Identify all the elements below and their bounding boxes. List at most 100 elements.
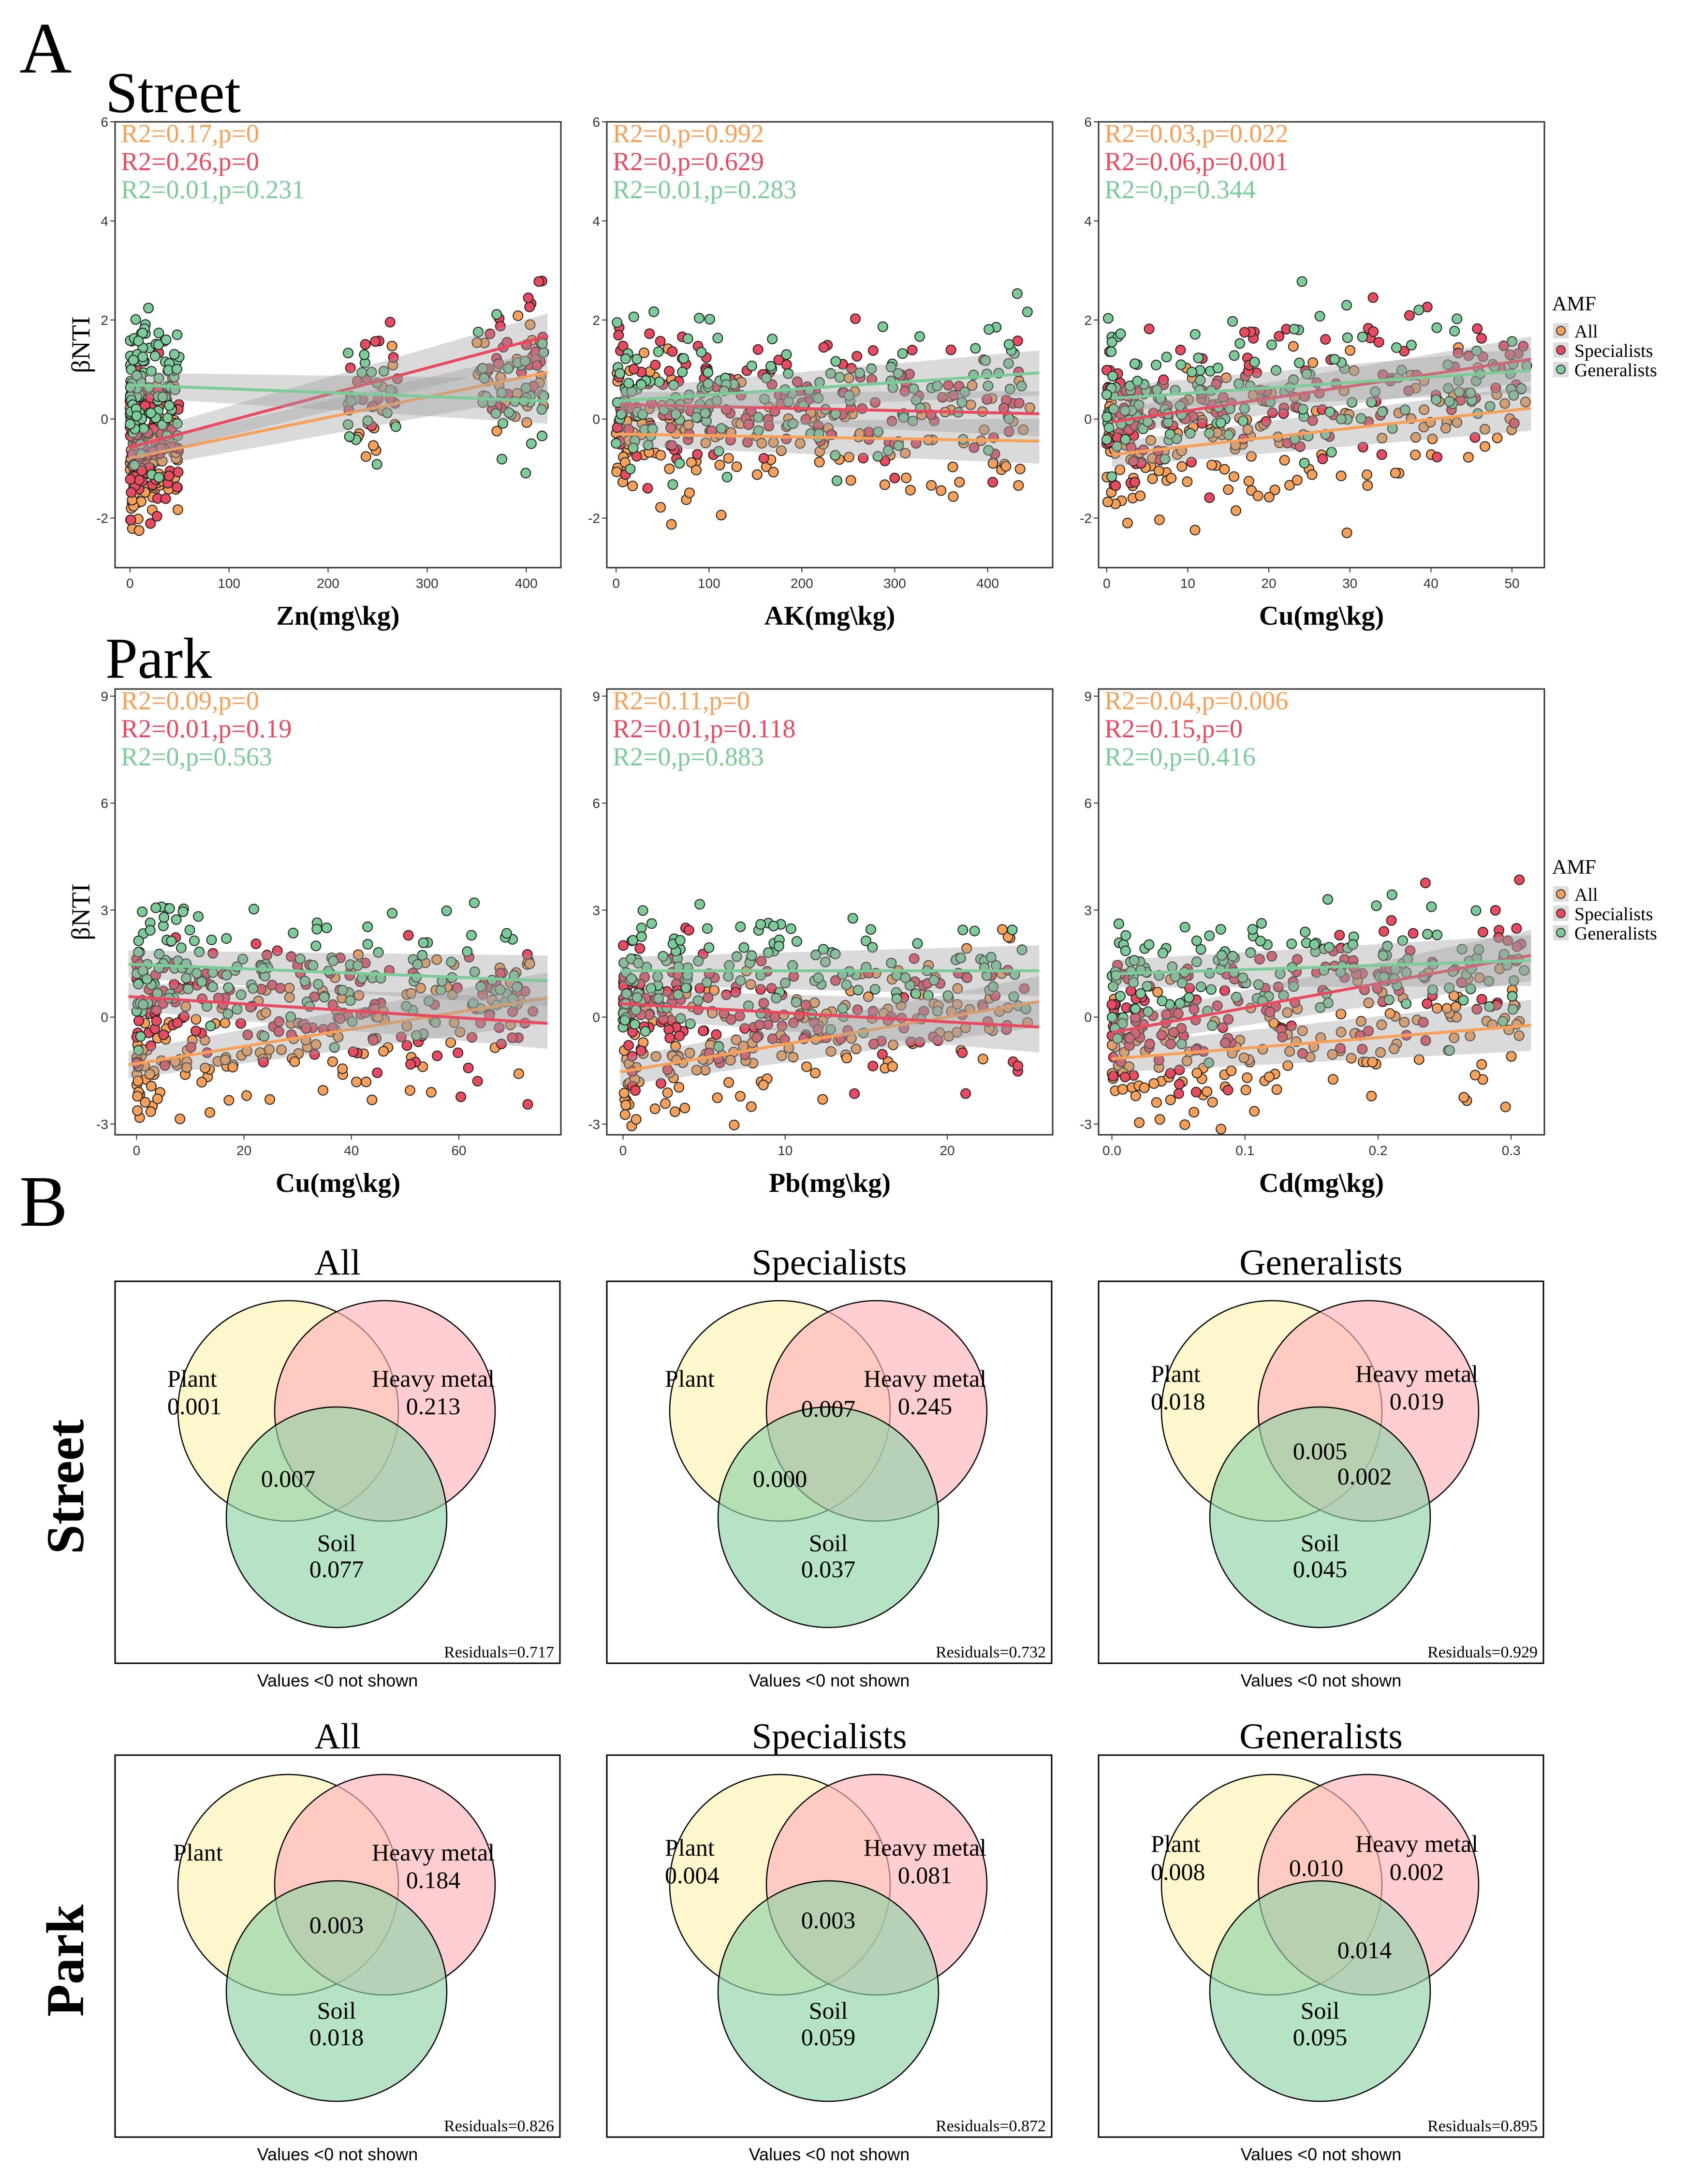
scatter-point-specialists bbox=[1490, 382, 1501, 394]
scatter-point-generalists bbox=[1115, 328, 1126, 339]
scatter-point-generalists bbox=[1369, 386, 1380, 397]
venn-value-plant: 0.008 bbox=[1151, 1858, 1205, 1885]
scatter-point-specialists bbox=[886, 416, 897, 426]
x-tick-label: 20 bbox=[1261, 576, 1276, 591]
scatter-point-generalists bbox=[343, 348, 354, 359]
scatter-point-all bbox=[810, 1068, 821, 1079]
scatter-point-generalists bbox=[153, 373, 164, 384]
plot-marks bbox=[617, 899, 1040, 1131]
scatter-point-generalists bbox=[759, 394, 770, 405]
scatter-point-specialists bbox=[533, 276, 544, 287]
scatter-point-specialists bbox=[846, 363, 857, 374]
scatter-point-specialists bbox=[169, 979, 179, 990]
scatter-point-all bbox=[1513, 1030, 1525, 1041]
venn-circle-soil bbox=[225, 1406, 448, 1628]
scatter-point-generalists bbox=[1426, 901, 1437, 912]
scatter-point-all bbox=[1336, 470, 1347, 482]
scatter-point-all bbox=[491, 425, 502, 437]
scatter-point-generalists bbox=[1111, 441, 1122, 452]
scatter-point-specialists bbox=[957, 1047, 968, 1058]
scatter-point-specialists bbox=[656, 1078, 666, 1089]
venn-residuals: Residuals=0.929 bbox=[1427, 1643, 1538, 1661]
scatter-point-generalists bbox=[1003, 339, 1014, 350]
y-tick-label: 6 bbox=[592, 115, 600, 130]
scatter-point-specialists bbox=[617, 940, 629, 951]
scatter-point-generalists bbox=[477, 363, 488, 374]
scatter-point-specialists bbox=[1509, 418, 1520, 429]
scatter-point-generalists bbox=[1184, 992, 1194, 1003]
scatter-point-generalists bbox=[1103, 422, 1115, 433]
scatter-point-generalists bbox=[1324, 406, 1336, 417]
scatter-point-generalists bbox=[378, 366, 389, 377]
scatter-point-generalists bbox=[1413, 305, 1424, 316]
x-tick-label: 300 bbox=[416, 576, 439, 591]
scatter-point-all bbox=[1355, 1016, 1366, 1027]
scatter-point-all bbox=[318, 1085, 329, 1096]
venn-residuals: Residuals=0.872 bbox=[936, 2117, 1046, 2135]
scatter-point-all bbox=[200, 1062, 211, 1073]
scatter-point-all bbox=[1147, 473, 1158, 484]
scatter-point-generalists bbox=[164, 903, 175, 914]
y-tick-label: 4 bbox=[101, 214, 108, 229]
scatter-point-generalists bbox=[373, 947, 384, 958]
scatter-point-generalists bbox=[1107, 370, 1118, 381]
scatter-point-generalists bbox=[299, 976, 310, 986]
scatter-point-generalists bbox=[735, 921, 746, 932]
scatter-point-generalists bbox=[249, 904, 259, 915]
x-tick-label: 60 bbox=[451, 1143, 466, 1158]
scatter-point-generalists bbox=[700, 408, 711, 419]
scatter-point-all bbox=[1427, 433, 1438, 444]
x-tick-label: 400 bbox=[515, 576, 538, 591]
venn-label-plant: Plant bbox=[1151, 1830, 1201, 1857]
scatter-point-specialists bbox=[160, 493, 171, 504]
scatter-point-generalists bbox=[1108, 403, 1119, 414]
legend-label-all: All bbox=[1574, 322, 1598, 342]
scatter-point-specialists bbox=[1130, 477, 1141, 488]
x-tick-label: 20 bbox=[236, 1143, 251, 1158]
scatter-point-all bbox=[1135, 490, 1146, 501]
scatter-point-specialists bbox=[401, 1040, 412, 1051]
plot-area bbox=[1099, 689, 1544, 1135]
scatter-point-all bbox=[716, 510, 727, 521]
scatter-point-specialists bbox=[1498, 340, 1509, 352]
fit-line-specialists bbox=[620, 403, 1040, 415]
venn-value-heavy-metal: 0.019 bbox=[1390, 1388, 1444, 1415]
scatter-point-generalists bbox=[1326, 447, 1337, 458]
scatter-point-generalists bbox=[1237, 415, 1248, 426]
scatter-point-specialists bbox=[683, 924, 694, 936]
scatter-point-generalists bbox=[830, 450, 841, 461]
scatter-point-generalists bbox=[536, 404, 547, 415]
scatter-point-specialists bbox=[1512, 941, 1523, 952]
scatter-point-generalists bbox=[411, 1030, 422, 1041]
scatter-point-generalists bbox=[146, 366, 157, 377]
scatter-point-generalists bbox=[781, 349, 792, 360]
scatter-point-generalists bbox=[873, 426, 884, 438]
scatter-point-all bbox=[1117, 1084, 1128, 1095]
venn-panel-street-generalists: Generalists Plant 0.018 Heavy metal 0.01… bbox=[1098, 1243, 1544, 1690]
scatter-point-all bbox=[405, 1085, 415, 1096]
scatter-point-all bbox=[310, 1039, 322, 1050]
scatter-point-specialists bbox=[494, 1022, 505, 1033]
scatter-point-generalists bbox=[490, 408, 501, 419]
scatter-point-generalists bbox=[691, 412, 702, 423]
scatter-point-generalists bbox=[703, 378, 714, 389]
scatter-point-generalists bbox=[1161, 352, 1172, 363]
scatter-point-generalists bbox=[418, 937, 429, 948]
scatter-point-generalists bbox=[166, 936, 177, 947]
x-tick-label: 10 bbox=[1180, 576, 1195, 591]
scatter-point-generalists bbox=[177, 906, 189, 917]
scatter-point-all bbox=[620, 1099, 631, 1111]
scatter-point-all bbox=[220, 1017, 231, 1028]
scatter-point-generalists bbox=[496, 387, 507, 398]
scatter-point-generalists bbox=[957, 924, 969, 936]
scatter-point-generalists bbox=[1151, 359, 1162, 370]
scatter-point-generalists bbox=[162, 412, 173, 424]
scatter-point-generalists bbox=[1175, 359, 1187, 370]
y-tick-label: 3 bbox=[1084, 903, 1092, 918]
scatter-point-generalists bbox=[359, 349, 370, 360]
scatter-point-specialists bbox=[125, 474, 136, 485]
scatter-point-all bbox=[196, 1077, 207, 1088]
scatter-point-generalists bbox=[893, 440, 904, 451]
scatter-point-specialists bbox=[1514, 874, 1525, 885]
scatter-point-generalists bbox=[1195, 375, 1206, 386]
